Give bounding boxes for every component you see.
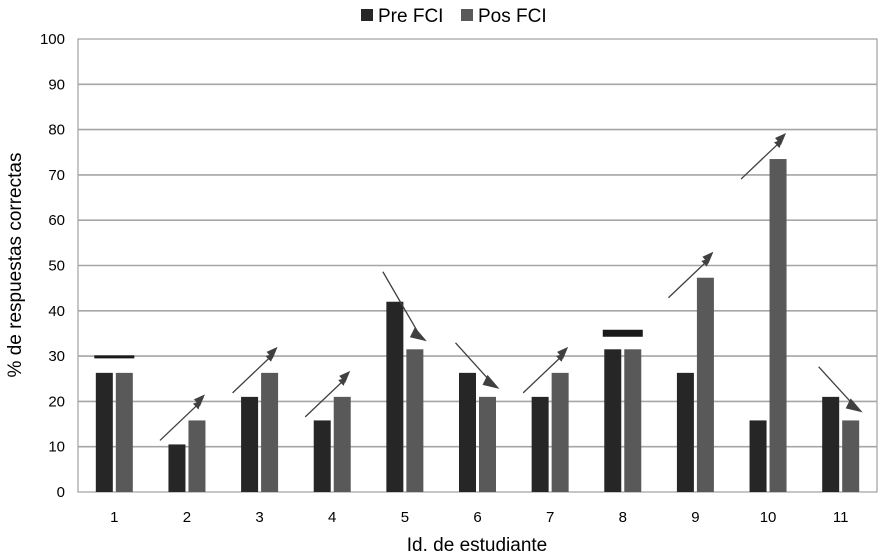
bar-pre-11 [822,396,840,492]
increase-arrow-head [775,133,787,146]
increase-arrow [740,139,783,180]
legend-label-pre: Pre FCI [378,6,443,27]
bar-pos-10 [769,159,787,493]
bar-pos-8 [624,349,642,492]
y-tick-label: 40 [48,303,65,320]
bar-pre-3 [241,396,259,492]
bar-pre-6 [459,372,476,492]
bar-pre-7 [531,396,549,492]
bar-pos-9 [696,277,714,492]
increase-arrow [667,258,710,299]
x-tick-label: 9 [691,509,699,526]
bar-pos-7 [551,372,569,492]
x-tick-label: 1 [110,509,118,526]
legend-swatch-pos [461,9,473,21]
x-axis-title: Id. de estudiante [407,535,548,556]
y-tick-label: 100 [40,31,65,48]
y-tick-label: 90 [48,76,65,93]
bar-pos-5 [406,349,424,492]
bar-pre-10 [749,420,767,492]
x-tick-label: 8 [619,509,627,526]
x-tick-label: 11 [833,509,849,526]
increase-arrow-head [557,346,569,359]
increase-arrow-head [702,251,714,264]
x-tick-label: 10 [760,509,777,526]
bar-pos-1 [115,372,133,492]
y-tick-label: 30 [48,348,65,365]
decrease-arrow-head [409,327,427,342]
bar-pre-9 [676,372,694,492]
x-tick-label: 4 [328,509,336,526]
x-tick-label: 5 [401,509,409,526]
bar-pre-2 [168,444,186,492]
y-axis-title: % de respuestas correctas [5,153,26,378]
annotations [94,133,863,441]
bar-pre-1 [95,372,113,492]
increase-arrow-head [339,370,351,383]
bar-pos-3 [261,372,279,492]
increase-arrow [304,377,347,418]
bar-pos-2 [188,420,206,492]
decrease-arrow-head [845,398,863,413]
y-tick-label: 50 [48,258,65,275]
x-tick-labels: 1 2 3 4 5 6 7 8 9 10 11 [110,509,848,526]
x-tick-label: 6 [473,509,481,526]
x-tick-label: 7 [546,509,554,526]
bar-pre-5 [386,301,404,492]
x-tick-label: 3 [255,509,263,526]
bar-pre-8 [604,349,622,492]
y-tick-label: 60 [48,212,65,229]
x-tick-label: 2 [183,509,191,526]
y-tick-labels: 0 10 20 30 40 50 60 70 80 90 100 [40,31,65,501]
legend-label-pos: Pos FCI [478,6,547,27]
increase-arrow [159,401,202,441]
increase-arrow-head [193,394,205,407]
y-tick-label: 70 [48,167,65,184]
y-tick-label: 20 [48,393,65,410]
y-tick-label: 80 [48,122,65,139]
bar-pos-6 [479,396,496,492]
increase-arrow [522,353,565,394]
bars [95,159,860,493]
bar-pre-4 [313,420,331,492]
increase-arrow-head [266,346,278,359]
y-tick-label: 10 [48,439,65,456]
legend-swatch-pre [361,9,373,21]
increase-arrow [232,353,275,394]
decrease-arrow-head [482,374,500,389]
gridlines [78,83,877,448]
decrease-arrow [382,271,422,338]
bar-pos-11 [842,420,860,492]
y-tick-label: 0 [57,484,65,501]
legend: Pre FCI Pos FCI [361,6,547,27]
bar-pos-4 [333,396,351,492]
